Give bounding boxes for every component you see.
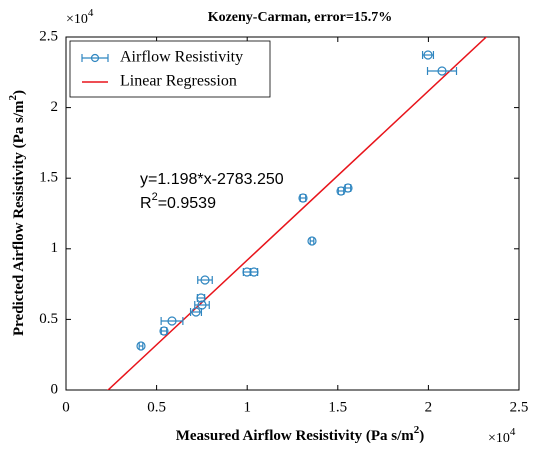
x-axis-label: Measured Airflow Resistivity (Pa s/m2): [176, 424, 425, 445]
data-point: [200, 275, 210, 285]
plot-frame: [65, 36, 520, 391]
y-tick-label: 2: [51, 99, 59, 115]
error-bar: [426, 67, 458, 76]
x-tick-label: 1: [243, 399, 251, 415]
legend-box: [69, 40, 271, 98]
x-exponent-power: 4: [510, 426, 516, 438]
plot-area: [106, 37, 488, 390]
data-point: [159, 326, 169, 336]
legend-symbol: [90, 53, 100, 63]
data-point: [298, 193, 308, 203]
chart-title: Kozeny-Carman, error=15.7%: [208, 10, 393, 25]
r-squared: R2=0.9539: [140, 191, 216, 212]
data-point: [249, 267, 259, 277]
data-point: [167, 316, 177, 326]
x-tick-label: 2.5: [510, 399, 529, 415]
x-tick-label: 1.5: [328, 399, 347, 415]
y-tick-label: 1: [51, 240, 59, 256]
y-tick-label: 1.5: [39, 170, 58, 186]
data-point: [437, 66, 447, 76]
error-bar: [309, 237, 315, 246]
x-axis-label-end: ): [419, 428, 424, 444]
x-axis-label-sup: 2: [414, 424, 420, 436]
y-tick-label: 2.5: [39, 28, 58, 44]
x-tick-label: 2: [425, 399, 433, 415]
x-axis-label-text: Measured Airflow Resistivity (Pa s/m: [176, 428, 415, 444]
data-point: [191, 307, 201, 317]
y-axis-label: Predicted Airflow Resistivity (Pa s/m2): [7, 90, 28, 336]
legend-label: Linear Regression: [120, 73, 237, 90]
y-exponent-power: 4: [88, 7, 94, 19]
error-bar: [194, 300, 210, 309]
data-point: [197, 300, 207, 310]
x-exponent: ×104: [488, 426, 516, 447]
y-axis-label-text: Predicted Airflow Resistivity (Pa s/m: [11, 100, 27, 336]
error-bar: [160, 316, 184, 325]
data-point: [307, 236, 317, 246]
y-axis-label-end: ): [11, 90, 27, 95]
data-point: [343, 183, 353, 193]
data-point: [196, 293, 206, 303]
x-tick-label: 0.5: [147, 399, 166, 415]
r-squared-sup: 2: [152, 191, 158, 203]
legend-label: Airflow Resistivity: [120, 49, 243, 66]
y-axis-label-sup: 2: [7, 94, 19, 100]
error-bar: [138, 342, 144, 351]
y-exponent: ×104: [66, 7, 94, 28]
y-tick-label: 0: [51, 381, 59, 397]
error-bar: [197, 276, 213, 285]
r-squared-prefix: R: [140, 195, 152, 212]
y-exponent-base: ×10: [66, 12, 88, 27]
fit-equation: y=1.198*x-2783.250: [140, 171, 284, 188]
x-tick-label: 0: [62, 399, 70, 415]
x-exponent-base: ×10: [488, 431, 510, 446]
r-squared-text: =0.9539: [158, 195, 216, 212]
y-tick-label: 0.5: [39, 311, 58, 327]
regression-line: [106, 37, 488, 390]
data-point: [136, 341, 146, 351]
data-point: [423, 50, 433, 60]
